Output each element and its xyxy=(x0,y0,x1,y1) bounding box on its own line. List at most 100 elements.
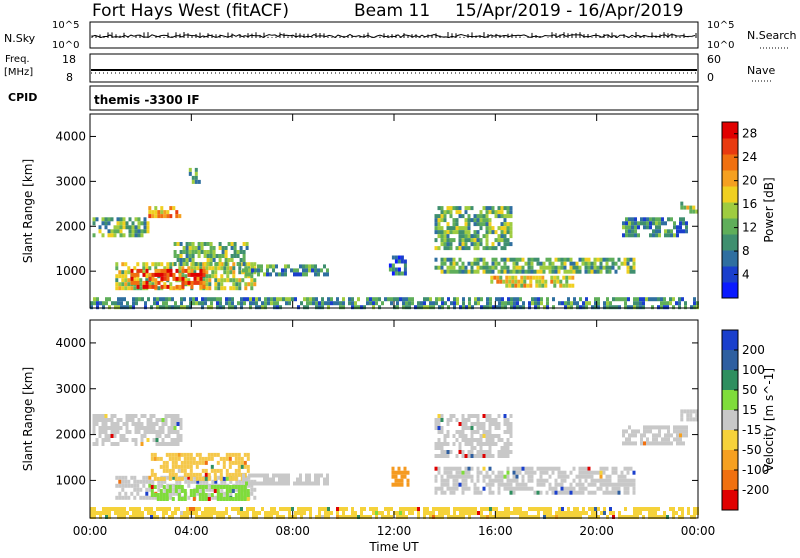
data-cell xyxy=(104,225,108,230)
data-cell xyxy=(121,278,125,283)
data-cell xyxy=(509,434,513,438)
data-cell xyxy=(633,507,636,511)
data-cell xyxy=(657,305,660,310)
data-cell xyxy=(537,297,540,302)
data-cell xyxy=(133,278,137,283)
data-cell xyxy=(225,497,229,501)
data-cell xyxy=(267,301,270,306)
data-cell xyxy=(143,426,147,430)
data-cell xyxy=(476,234,480,239)
data-cell xyxy=(209,246,213,250)
data-cell xyxy=(179,422,183,426)
data-cell xyxy=(209,242,213,246)
data-cell xyxy=(145,268,149,273)
data-cell xyxy=(107,434,111,438)
data-cell xyxy=(625,437,628,442)
data-cell xyxy=(486,305,489,310)
data-cell xyxy=(225,456,229,461)
colorbar-segment xyxy=(722,490,738,511)
data-cell xyxy=(679,437,682,442)
data-cell xyxy=(315,305,318,310)
data-cell xyxy=(687,507,690,511)
data-cell xyxy=(494,238,498,243)
data-cell xyxy=(113,442,117,446)
data-cell xyxy=(443,261,447,266)
data-cell xyxy=(679,425,682,430)
data-cell xyxy=(575,482,579,487)
data-cell xyxy=(218,258,222,262)
data-cell xyxy=(113,233,117,238)
data-cell xyxy=(417,301,420,306)
data-cell xyxy=(143,225,147,230)
data-cell xyxy=(390,515,393,519)
data-cell xyxy=(512,474,516,479)
data-cell xyxy=(182,258,186,262)
data-cell xyxy=(426,297,429,302)
data-cell xyxy=(516,297,519,302)
data-cell xyxy=(443,442,447,446)
data-cell xyxy=(396,511,399,515)
data-cell xyxy=(489,297,492,302)
data-cell xyxy=(488,230,492,235)
data-cell xyxy=(434,486,438,491)
data-cell xyxy=(120,507,123,511)
data-cell xyxy=(629,478,633,483)
data-cell xyxy=(689,205,693,210)
data-cell xyxy=(639,301,642,306)
data-cell xyxy=(90,507,93,511)
data-cell xyxy=(453,301,456,306)
data-cell xyxy=(115,262,119,267)
data-cell xyxy=(680,413,684,418)
data-cell xyxy=(163,214,167,219)
data-cell xyxy=(299,477,302,482)
data-cell xyxy=(196,276,200,281)
data-cell xyxy=(266,481,269,486)
data-cell xyxy=(141,511,144,515)
data-cell xyxy=(614,490,618,495)
data-cell xyxy=(163,479,167,484)
data-cell xyxy=(122,422,126,426)
data-cell xyxy=(154,495,158,500)
data-cell xyxy=(530,265,534,270)
data-cell xyxy=(474,301,477,306)
data-cell xyxy=(658,433,661,438)
data-cell xyxy=(399,511,402,515)
data-cell xyxy=(606,297,609,302)
data-cell xyxy=(195,464,199,469)
data-cell xyxy=(652,233,655,238)
data-cell xyxy=(488,414,492,418)
data-cell xyxy=(223,270,227,275)
colorbar-segment xyxy=(722,154,738,171)
data-cell xyxy=(482,269,486,274)
data-cell xyxy=(452,478,456,483)
data-cell xyxy=(440,414,444,418)
data-cell xyxy=(585,511,588,515)
data-cell xyxy=(231,476,235,481)
data-cell xyxy=(690,515,693,519)
data-cell xyxy=(125,438,129,442)
data-cell xyxy=(468,507,471,511)
data-cell xyxy=(578,470,582,475)
data-cell xyxy=(137,217,141,222)
data-cell xyxy=(440,214,444,219)
data-cell xyxy=(197,250,201,254)
power-colorbar-label: Power [dB] xyxy=(762,177,776,242)
data-cell xyxy=(165,460,169,465)
data-cell xyxy=(285,301,288,306)
data-cell xyxy=(554,482,558,487)
data-cell xyxy=(172,487,176,492)
data-cell xyxy=(172,276,176,281)
data-cell xyxy=(494,210,498,215)
data-cell xyxy=(467,418,471,422)
data-cell xyxy=(509,478,513,483)
data-cell xyxy=(217,475,221,480)
data-cell xyxy=(554,478,558,483)
data-cell xyxy=(198,485,202,489)
data-cell xyxy=(503,234,507,239)
data-cell xyxy=(654,515,657,519)
data-cell xyxy=(510,305,513,310)
data-cell xyxy=(237,507,240,511)
data-cell xyxy=(434,238,438,243)
data-cell xyxy=(480,297,483,302)
data-cell xyxy=(177,507,180,511)
